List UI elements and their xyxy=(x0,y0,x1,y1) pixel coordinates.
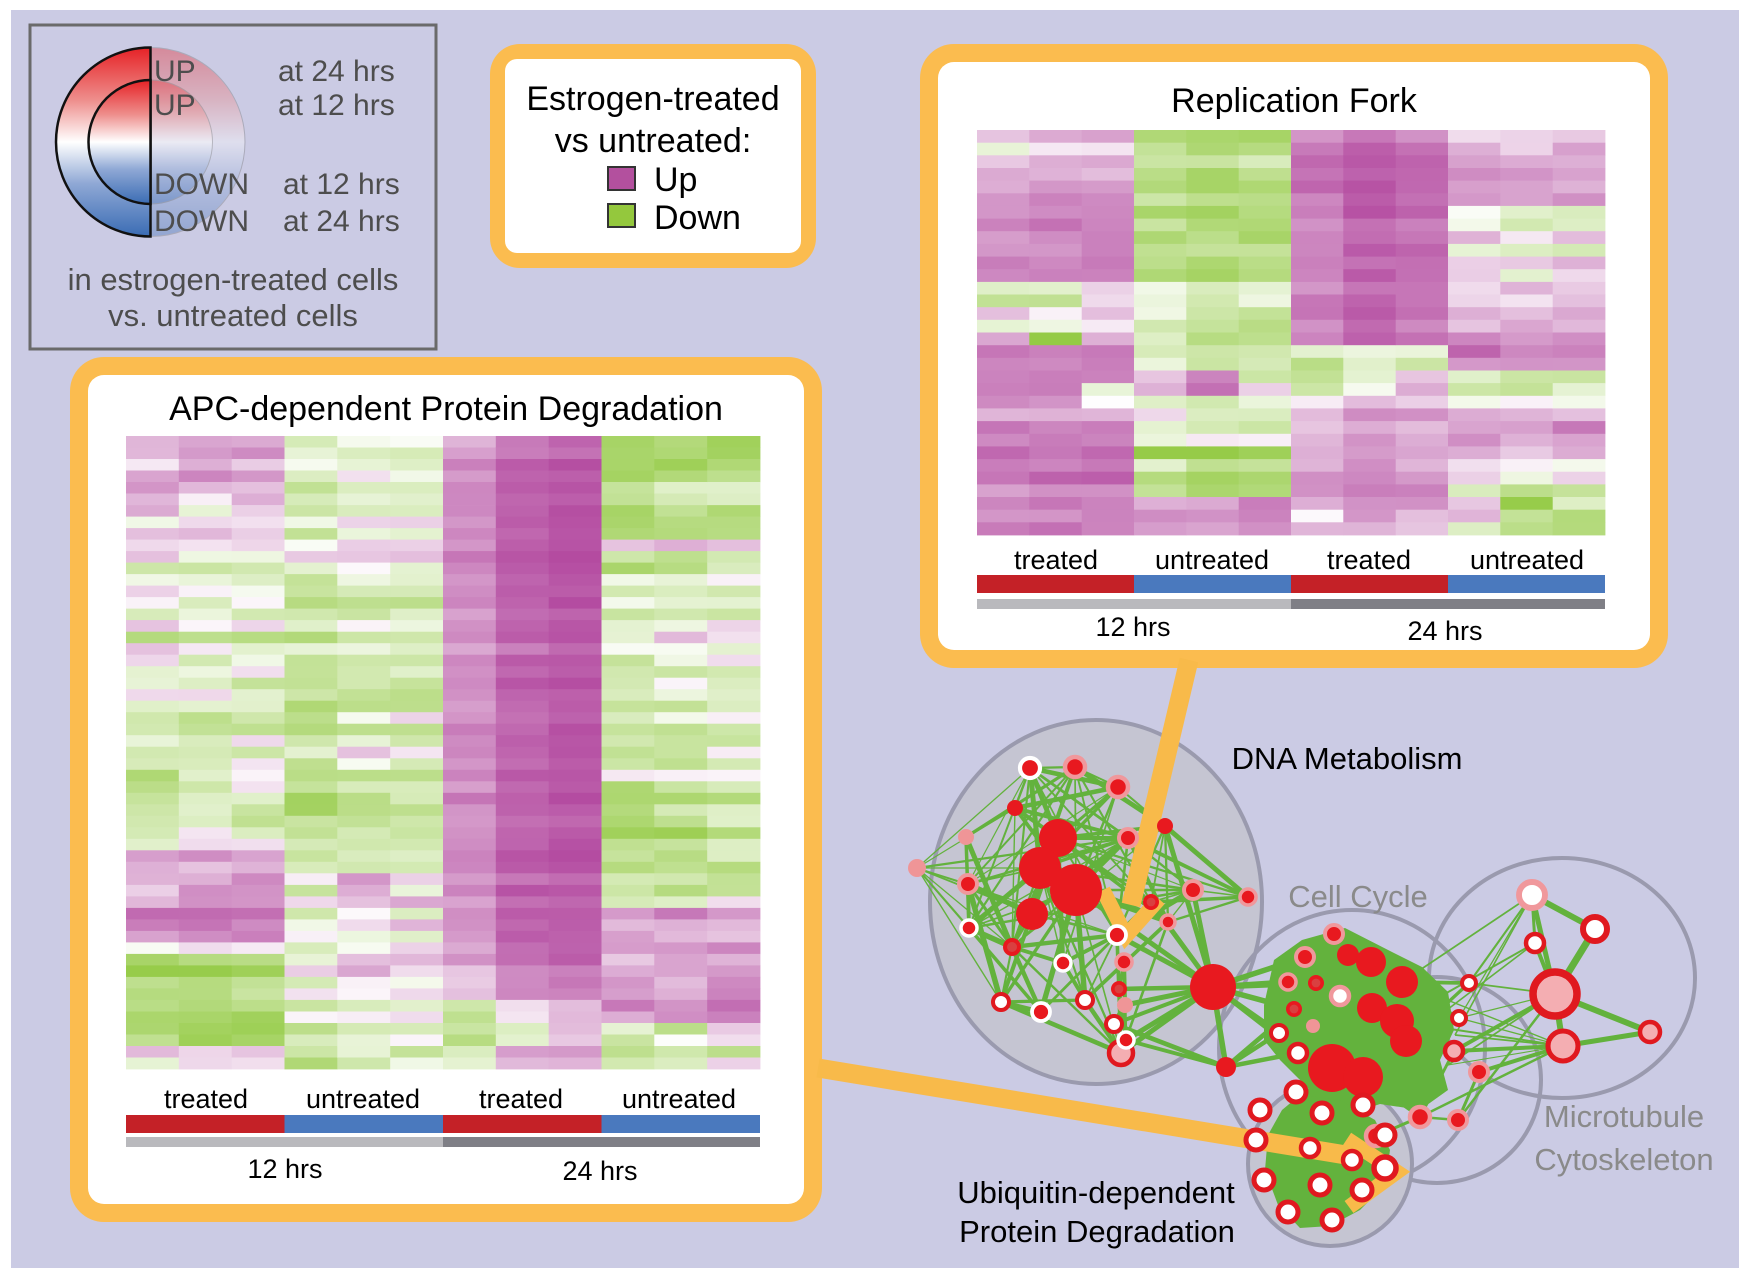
svg-text:treated: treated xyxy=(1327,545,1411,575)
svg-text:DNA Metabolism: DNA Metabolism xyxy=(1232,741,1463,776)
svg-text:DOWN: DOWN xyxy=(154,168,249,201)
svg-text:Down: Down xyxy=(654,199,741,237)
svg-text:Microtubule: Microtubule xyxy=(1544,1099,1704,1134)
svg-text:treated: treated xyxy=(1014,545,1098,575)
svg-text:at 24 hrs: at 24 hrs xyxy=(278,55,395,88)
svg-text:at 12 hrs: at 12 hrs xyxy=(278,89,395,122)
svg-text:at 12 hrs: at 12 hrs xyxy=(283,168,400,201)
svg-text:UP: UP xyxy=(154,89,196,122)
svg-text:Ubiquitin-dependent: Ubiquitin-dependent xyxy=(957,1175,1235,1210)
svg-text:Replication Fork: Replication Fork xyxy=(1171,82,1418,120)
svg-text:Cell Cycle: Cell Cycle xyxy=(1288,879,1428,914)
svg-text:24 hrs: 24 hrs xyxy=(1407,616,1482,646)
svg-text:untreated: untreated xyxy=(622,1084,736,1114)
svg-text:Up: Up xyxy=(654,161,697,199)
svg-text:treated: treated xyxy=(164,1084,248,1114)
svg-text:12 hrs: 12 hrs xyxy=(247,1154,322,1184)
svg-text:Cytoskeleton: Cytoskeleton xyxy=(1534,1142,1713,1177)
svg-text:untreated: untreated xyxy=(1470,545,1584,575)
svg-text:untreated: untreated xyxy=(1155,545,1269,575)
svg-text:at 24 hrs: at 24 hrs xyxy=(283,205,400,238)
svg-text:Estrogen-treated: Estrogen-treated xyxy=(526,80,779,118)
svg-text:treated: treated xyxy=(479,1084,563,1114)
svg-text:APC-dependent Protein Degradat: APC-dependent Protein Degradation xyxy=(169,390,723,428)
svg-text:24 hrs: 24 hrs xyxy=(562,1156,637,1186)
svg-text:untreated: untreated xyxy=(306,1084,420,1114)
svg-text:vs untreated:: vs untreated: xyxy=(555,122,752,160)
svg-text:DOWN: DOWN xyxy=(154,205,249,238)
svg-text:UP: UP xyxy=(154,55,196,88)
svg-text:in estrogen-treated cells: in estrogen-treated cells xyxy=(68,262,399,297)
svg-text:Protein Degradation: Protein Degradation xyxy=(959,1214,1235,1249)
svg-text:12 hrs: 12 hrs xyxy=(1095,612,1170,642)
svg-text:vs. untreated cells: vs. untreated cells xyxy=(108,298,358,333)
